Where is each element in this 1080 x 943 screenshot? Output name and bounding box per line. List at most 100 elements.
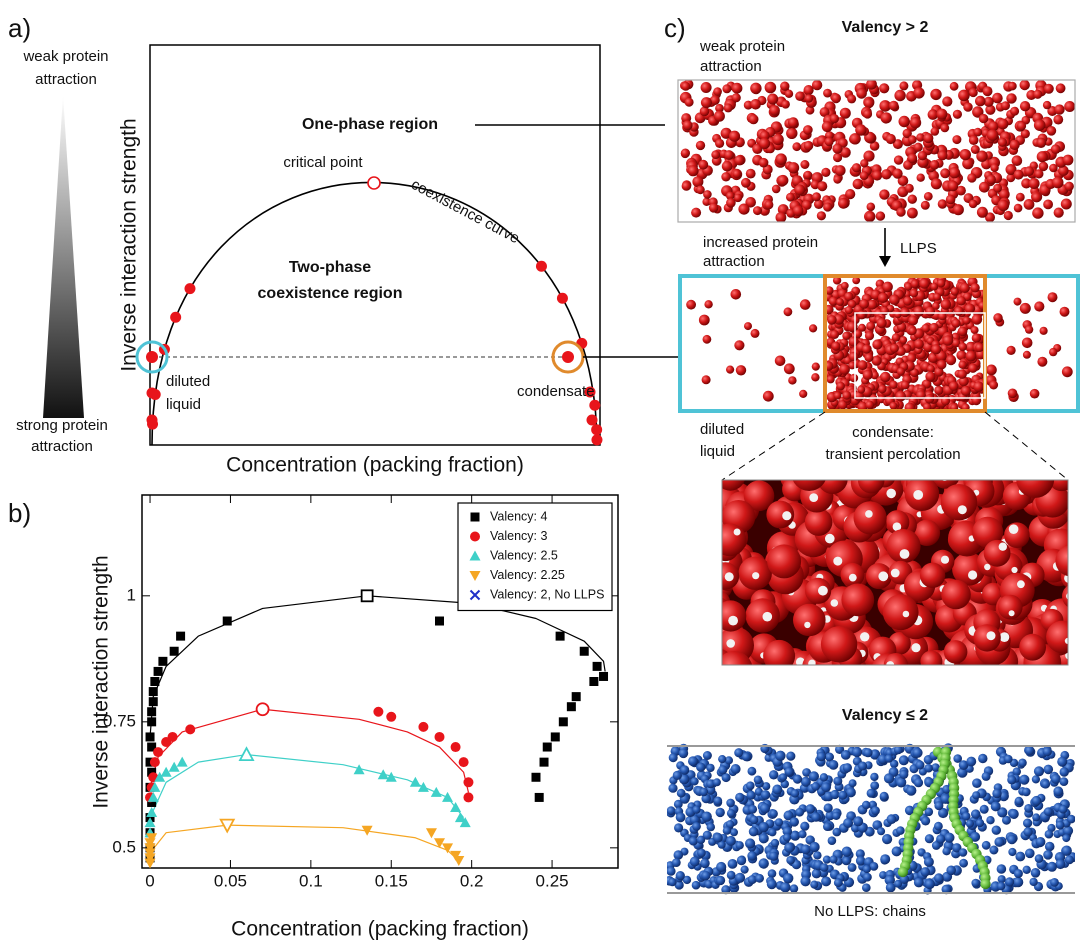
particle [735,365,747,376]
particle [1033,89,1043,99]
particle [826,375,835,384]
particle [1013,169,1024,180]
particle [916,133,925,142]
particle [1023,827,1033,837]
particle [862,369,873,380]
data-point [238,746,255,761]
particle-patch [830,599,839,607]
particle [1008,81,1017,91]
particle [942,335,954,346]
particle [1062,154,1074,166]
particle [975,343,985,352]
particle [880,854,891,865]
particle [701,811,712,822]
particle [934,821,943,831]
fit-curve [149,824,456,859]
particle [985,104,996,115]
particle [717,840,726,849]
particle [847,94,857,104]
particle [784,767,794,777]
particle [897,866,909,878]
particle [997,199,1010,212]
particle [896,367,906,376]
particle [838,790,848,800]
particle [725,820,735,829]
data-point [145,732,155,742]
particle [997,875,1006,884]
particle [748,826,759,837]
particle [884,754,894,763]
particle [713,87,722,96]
particle [958,760,969,770]
particle [938,807,949,819]
particle [1059,306,1070,317]
particle [842,331,851,340]
particle [699,787,709,797]
llps-label: LLPS [900,240,937,257]
particle [1023,199,1035,210]
data-point [385,771,397,782]
particle-patch [886,661,895,665]
data-point [158,656,168,666]
particle [959,149,972,161]
valency-low-label: Valency ≤ 2 [842,707,928,724]
legend-label: Valency: 2.25 [490,568,565,582]
particle [1022,350,1031,359]
condensate-point [562,351,574,363]
particle [947,180,959,192]
particle [766,879,777,890]
particle [983,539,1011,567]
particle [1008,847,1017,857]
particle [863,748,873,758]
data-point [463,777,474,788]
particle [1006,173,1016,183]
curve-label: coexistence curve [408,176,522,247]
particle [722,826,732,835]
particle [702,751,712,760]
particle-patch [809,493,819,502]
particle [997,137,1008,147]
particle [978,753,988,764]
legend-label: Valency: 2, No LLPS [490,587,604,601]
x-axis-label: Concentration (packing fraction) [226,454,524,477]
particle [936,108,948,120]
data-point [450,742,461,753]
particle [788,376,797,385]
curve-dot [591,424,603,436]
particle [833,878,843,888]
particle [704,300,713,309]
particle [746,781,755,790]
particle [745,168,756,179]
data-point [450,802,462,813]
particle [990,801,1001,812]
particle [869,141,880,151]
particle [748,114,759,125]
particle [941,884,952,895]
weak-snapshot [679,80,1076,222]
particle [819,773,829,782]
particle [718,755,727,764]
particle [726,198,736,208]
data-point [150,677,160,686]
particle [802,768,811,777]
weak-label: weak protein [699,38,785,55]
particle [726,191,735,201]
particle [722,480,745,491]
data-point [147,797,157,807]
particle [1028,178,1040,189]
particle [878,384,887,394]
particle [906,785,917,796]
particle [859,171,869,181]
particle [885,133,896,145]
particle [930,282,939,291]
particle [931,89,942,100]
data-point [435,616,444,626]
particle [920,200,930,210]
particle [892,168,903,179]
particle [870,781,880,790]
particle [747,875,757,885]
data-point [185,724,196,735]
particle [767,869,777,878]
particle [727,859,738,869]
